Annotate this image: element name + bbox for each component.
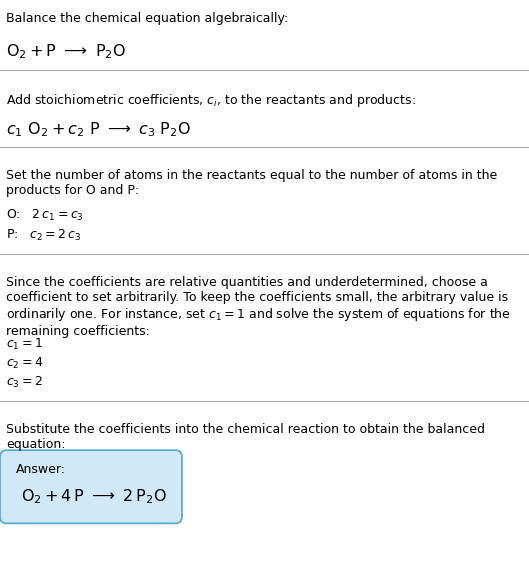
Text: $c_1\ \mathrm{O_2} + c_2\ \mathrm{P}\ {\longrightarrow}\ c_3\ \mathrm{P_2O}$: $c_1\ \mathrm{O_2} + c_2\ \mathrm{P}\ {\… [6,120,191,139]
Text: P:   $c_2 = 2\,c_3$: P: $c_2 = 2\,c_3$ [6,228,82,243]
Text: O:   $2\,c_1 = c_3$: O: $2\,c_1 = c_3$ [6,208,84,223]
Text: $c_3 = 2$: $c_3 = 2$ [6,375,43,391]
Text: $\mathrm{O_2 + P \ {\longrightarrow} \ P_2O}$: $\mathrm{O_2 + P \ {\longrightarrow} \ P… [6,42,126,61]
Text: Answer:: Answer: [16,463,66,476]
Text: Substitute the coefficients into the chemical reaction to obtain the balanced
eq: Substitute the coefficients into the che… [6,423,485,451]
Text: Since the coefficients are relative quantities and underdetermined, choose a
coe: Since the coefficients are relative quan… [6,276,512,338]
Text: Set the number of atoms in the reactants equal to the number of atoms in the
pro: Set the number of atoms in the reactants… [6,169,498,197]
Text: $\mathrm{O_2 + 4\,P\ {\longrightarrow}\ 2\,P_2O}$: $\mathrm{O_2 + 4\,P\ {\longrightarrow}\ … [21,488,167,506]
Text: $c_2 = 4$: $c_2 = 4$ [6,356,44,371]
FancyBboxPatch shape [0,450,182,523]
Text: Add stoichiometric coefficients, $c_i$, to the reactants and products:: Add stoichiometric coefficients, $c_i$, … [6,92,416,109]
Text: $c_1 = 1$: $c_1 = 1$ [6,337,43,352]
Text: Balance the chemical equation algebraically:: Balance the chemical equation algebraica… [6,12,289,26]
